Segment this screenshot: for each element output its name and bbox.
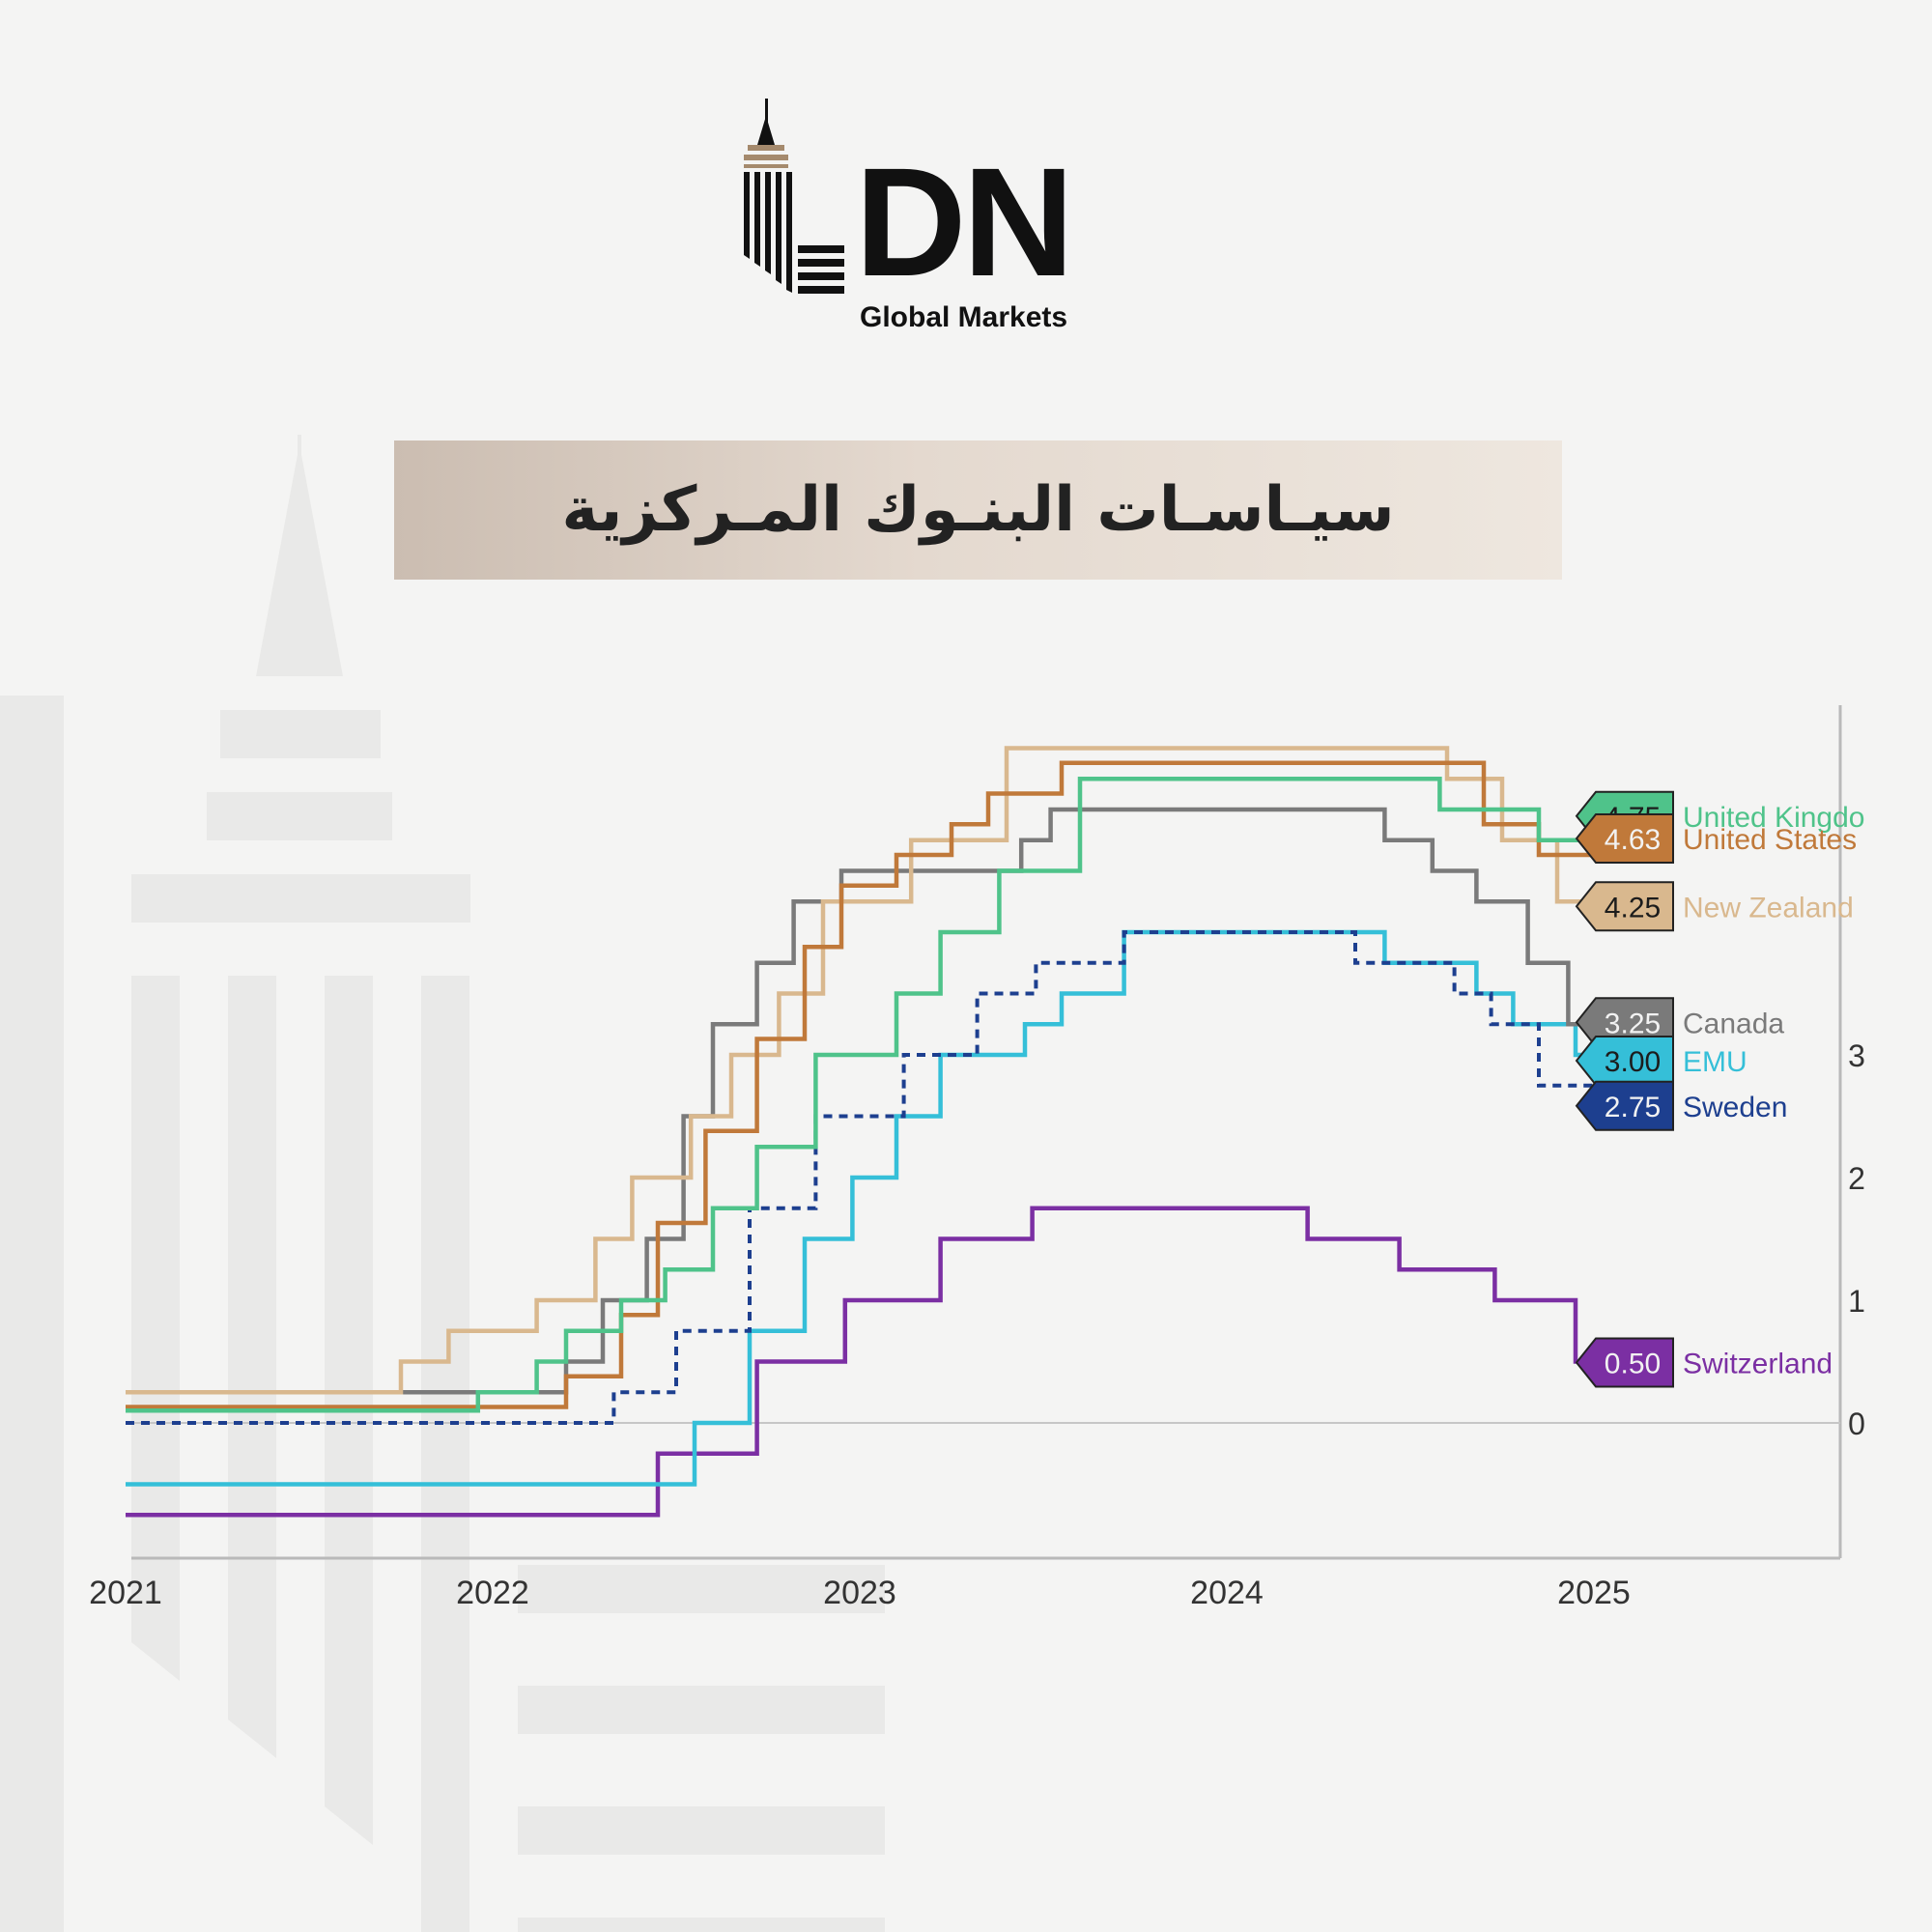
series-line-united-states	[126, 760, 1594, 1409]
series-line-switzerland	[126, 1206, 1594, 1518]
y-tick-label: 2	[1848, 1161, 1865, 1196]
series-tag-united-states: 4.63 United States	[1575, 812, 1857, 864]
y-tick-label: 3	[1848, 1038, 1865, 1073]
series-name-label: United States	[1683, 824, 1857, 856]
x-tick-label: 2024	[1190, 1575, 1264, 1611]
series-name-label: Canada	[1683, 1008, 1784, 1039]
series-tag-switzerland: 0.50 Switzerland	[1575, 1337, 1833, 1388]
series-name-label: United Kingdo	[1683, 802, 1864, 834]
brand-wordmark: DN	[855, 135, 1074, 308]
series-tag-emu: 3.00 EMU	[1575, 1036, 1747, 1086]
value-tag-shape	[1575, 1080, 1674, 1131]
series-line-emu	[126, 929, 1594, 1487]
y-tick-label: 0	[1848, 1406, 1865, 1441]
series-tag-new-zealand: 4.25 New Zealand	[1575, 881, 1854, 932]
x-tick-label: 2022	[456, 1575, 529, 1611]
value-tag-label: 4.63	[1605, 824, 1661, 856]
value-tag-label: 0.50	[1605, 1349, 1661, 1380]
x-tick-label: 2023	[823, 1575, 896, 1611]
series-line-canada	[126, 807, 1594, 1395]
series-name-label: EMU	[1683, 1046, 1747, 1078]
y-tick-label: 1	[1848, 1284, 1865, 1319]
series-name-label: Switzerland	[1683, 1349, 1833, 1380]
value-tag-label: 4.25	[1605, 892, 1661, 923]
series-name-label: New Zealand	[1683, 892, 1854, 923]
brand-tagline: Global Markets	[860, 301, 1068, 333]
value-tag-label: 2.75	[1605, 1092, 1661, 1123]
value-tag-shape	[1575, 1337, 1674, 1388]
chart-frame	[131, 705, 1842, 1560]
x-tick-label: 2021	[89, 1575, 162, 1611]
series-tag-sweden: 2.75 Sweden	[1575, 1080, 1787, 1131]
value-tag-shape	[1575, 881, 1674, 932]
series-line-united-kingdom	[126, 777, 1594, 1413]
x-tick-label: 2025	[1557, 1575, 1631, 1611]
page-title: سيـاسـات البنـوك المـركزية	[561, 474, 1395, 546]
value-tag-shape	[1575, 812, 1674, 864]
title-banner: سيـاسـات البنـوك المـركزية	[394, 440, 1562, 580]
value-tag-label: 3.00	[1605, 1046, 1661, 1078]
logo-tower-icon	[744, 99, 844, 294]
series-line-new-zealand	[126, 746, 1594, 1395]
value-tag-label: 3.25	[1605, 1008, 1661, 1039]
series-line-sweden	[126, 930, 1594, 1425]
series-name-label: Sweden	[1683, 1092, 1787, 1123]
